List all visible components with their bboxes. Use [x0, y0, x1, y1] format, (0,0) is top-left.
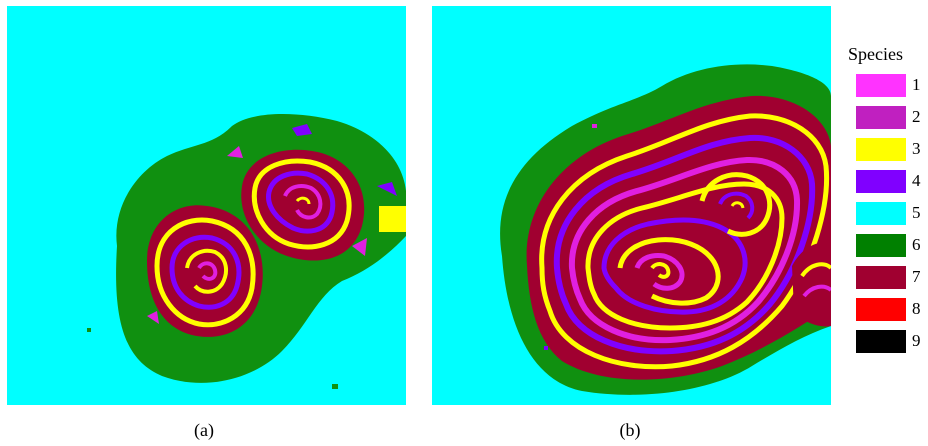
legend-title: Species [848, 44, 903, 64]
legend-label-6: 6 [912, 235, 921, 254]
legend-swatch-5 [856, 202, 906, 225]
panel-b-image [432, 6, 831, 405]
legend-label-1: 1 [912, 75, 921, 94]
legend-label-4: 4 [912, 171, 921, 190]
legend-label-3: 3 [912, 139, 921, 158]
legend-swatch-3 [856, 138, 906, 161]
panel-b-spiral-pattern [432, 6, 831, 405]
legend-label-5: 5 [912, 203, 921, 222]
legend-swatch-4 [856, 170, 906, 193]
panel-a-spiral-pattern [7, 6, 406, 405]
legend-label-7: 7 [912, 267, 921, 286]
legend-label-9: 9 [912, 331, 921, 350]
panel-a-caption: (a) [194, 420, 214, 440]
legend-label-8: 8 [912, 299, 921, 318]
panel-a-image [7, 6, 406, 405]
legend-swatch-2 [856, 106, 906, 129]
legend-label-2: 2 [912, 107, 921, 126]
legend-swatch-7 [856, 266, 906, 289]
legend-swatch-6 [856, 234, 906, 257]
panel-b-caption: (b) [619, 420, 641, 440]
legend-swatch-8 [856, 298, 906, 321]
legend-swatch-9 [856, 330, 906, 353]
legend-swatch-1 [856, 74, 906, 97]
